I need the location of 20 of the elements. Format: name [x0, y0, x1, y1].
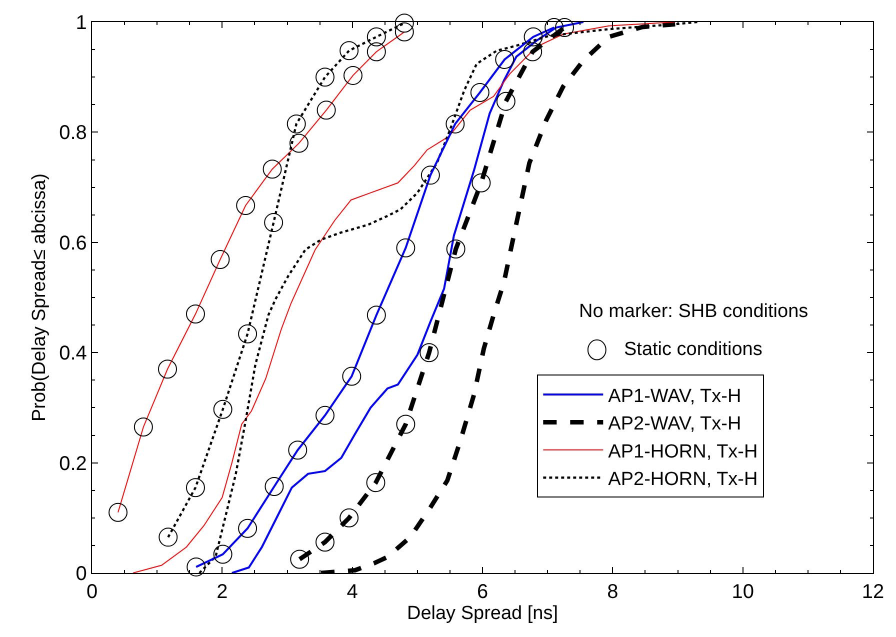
x-tick-label: 10: [732, 581, 754, 604]
x-tick-label: 6: [476, 581, 488, 604]
legend-label: AP1-HORN, Tx-H: [608, 441, 758, 462]
y-tick-label: 1: [76, 12, 87, 34]
y-tick-label: 0.6: [59, 232, 87, 254]
annotation: No marker: SHB conditions: [579, 301, 808, 322]
legend-label: AP2-WAV, Tx-H: [608, 414, 742, 435]
y-tick-label: 0: [76, 563, 87, 585]
x-tick-label: 12: [862, 581, 884, 604]
y-tick-label: 0.8: [59, 122, 87, 144]
annotation: Static conditions: [624, 339, 762, 360]
x-axis-title: Delay Spread [ns]: [406, 603, 558, 624]
y-tick-label: 0.4: [59, 342, 87, 365]
y-axis-title: Prob(Delay Spread≤ abcissa): [28, 173, 50, 422]
x-tick-label: 2: [216, 581, 228, 604]
x-tick-label: 8: [607, 581, 618, 604]
legend-label: AP1-WAV, Tx-H: [608, 386, 742, 407]
legend-label: AP2-HORN, Tx-H: [608, 469, 758, 490]
y-tick-label: 0.2: [59, 452, 87, 475]
x-tick-label: 4: [346, 581, 358, 604]
